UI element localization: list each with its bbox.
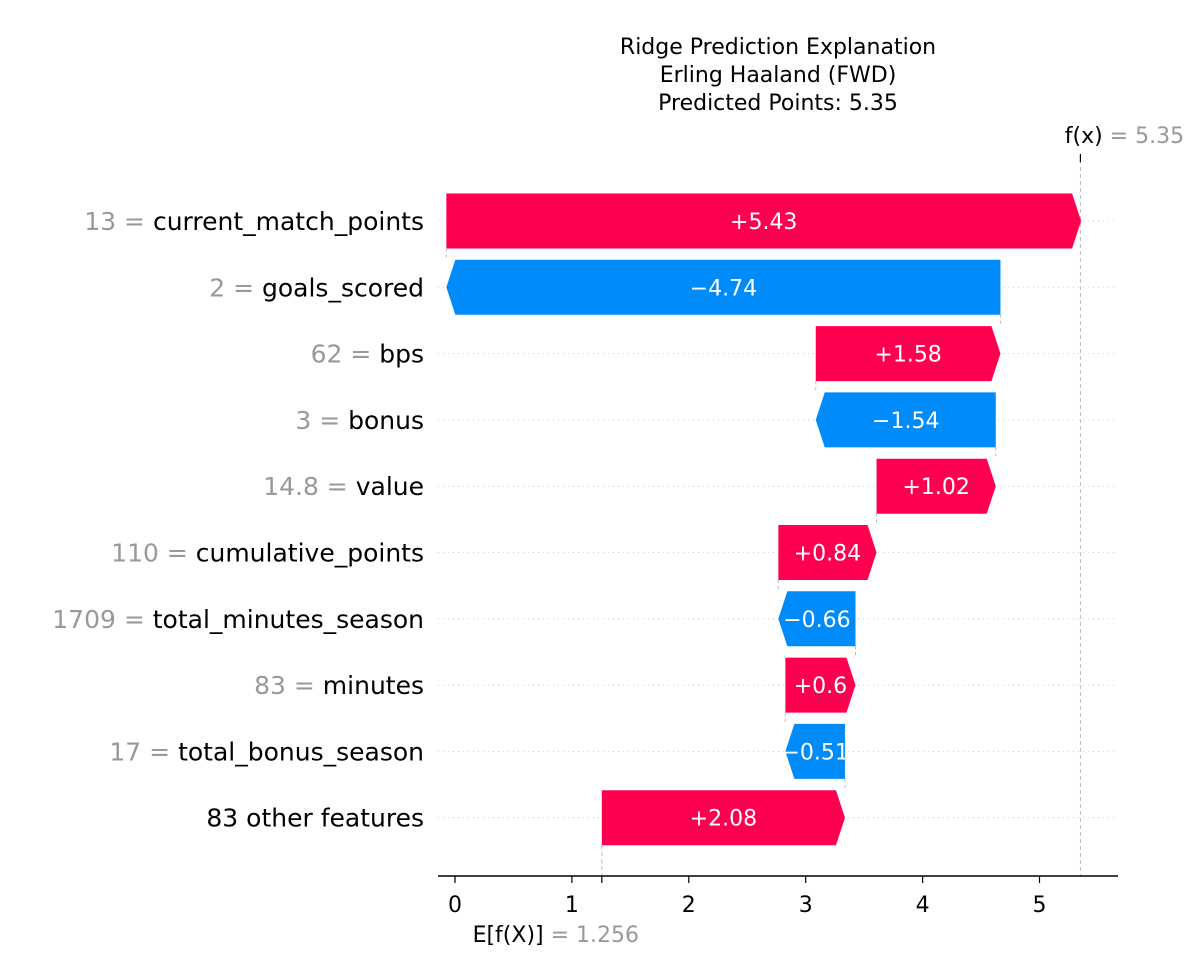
- annotations: E[f(X)] = 1.256 f(x) = 5.35: [473, 124, 1185, 948]
- x-tick-label: 5: [1033, 893, 1047, 918]
- feature-value: 110 =: [111, 539, 196, 568]
- bar-value-label: −1.54: [872, 409, 939, 434]
- feature-label: 2 = goals_scored: [209, 273, 424, 302]
- chart-title-line: Ridge Prediction Explanation: [620, 35, 936, 60]
- positive-bar: [785, 657, 856, 713]
- bar-value-label: −0.66: [783, 608, 850, 633]
- feature-labels: 13 = current_match_points 2 = goals_score…: [52, 207, 424, 833]
- chart-title-line: Erling Haaland (FWD): [660, 63, 897, 88]
- bar-value-label: +5.43: [730, 210, 797, 235]
- feature-name: value: [356, 472, 424, 501]
- feature-label: 1709 = total_minutes_season: [52, 605, 424, 634]
- bar-value-label: +2.08: [690, 807, 757, 832]
- bar-value-label: +0.6: [794, 674, 847, 699]
- bar-value-label: −0.51: [781, 740, 848, 765]
- base-value-text: = 1.256: [551, 923, 639, 948]
- feature-label: 3 = bonus: [295, 406, 424, 435]
- feature-value: 17 =: [109, 737, 178, 766]
- feature-name: bonus: [348, 406, 424, 435]
- bar-value-label: +0.84: [794, 542, 861, 567]
- output-value-label: f(x): [1065, 124, 1110, 149]
- feature-label: 83 other features: [206, 804, 424, 833]
- output-value-annotation: f(x) = 5.35: [1065, 124, 1184, 149]
- positive-bar: [815, 326, 1001, 382]
- feature-name: current_match_points: [153, 207, 424, 236]
- feature-value: 62 =: [311, 340, 380, 369]
- base-value-annotation: E[f(X)] = 1.256: [473, 923, 639, 948]
- positive-bar: [446, 193, 1082, 249]
- bar-value-label: −4.74: [690, 276, 757, 301]
- feature-name: bps: [379, 340, 424, 369]
- reference-lines: [445, 160, 1081, 876]
- feature-name: goals_scored: [262, 273, 424, 302]
- base-value-label: E[f(X)]: [473, 923, 551, 948]
- feature-label: 14.8 = value: [263, 472, 424, 501]
- feature-label: 62 = bps: [311, 340, 424, 369]
- output-value-text: = 5.35: [1110, 124, 1184, 149]
- chart-title: Ridge Prediction Explanation Erling Haala…: [620, 35, 936, 116]
- x-tick-label: 2: [682, 893, 696, 918]
- feature-label: 83 = minutes: [254, 671, 424, 700]
- positive-bar: [601, 790, 845, 846]
- feature-name: total_bonus_season: [178, 737, 424, 766]
- negative-bar: [778, 591, 856, 647]
- feature-name: minutes: [323, 671, 424, 700]
- bars: +5.43 −4.74 +1.58 −1.54 +1.02 +0.84 −0.66 +0.6 −…: [446, 193, 1082, 846]
- x-tick-label: 0: [448, 893, 462, 918]
- feature-label: 17 = total_bonus_season: [109, 737, 424, 766]
- negative-bar: [446, 259, 1001, 315]
- feature-name: 83 other features: [206, 804, 424, 833]
- positive-bar: [778, 525, 877, 580]
- feature-value: 3 =: [295, 406, 348, 435]
- x-axis: 0 1 2 3 4 5: [438, 875, 1118, 918]
- positive-bar: [876, 458, 996, 514]
- feature-value: 2 =: [209, 273, 262, 302]
- feature-name: total_minutes_season: [153, 605, 424, 634]
- negative-bar: [815, 392, 996, 448]
- feature-value: 83 =: [254, 671, 323, 700]
- chart-title-line: Predicted Points: 5.35: [658, 91, 898, 116]
- feature-value: 14.8 =: [263, 472, 356, 501]
- feature-name: cumulative_points: [196, 539, 424, 568]
- negative-bar: [785, 723, 845, 779]
- feature-label: 110 = cumulative_points: [111, 539, 424, 568]
- feature-value: 1709 =: [52, 605, 152, 634]
- feature-value: 13 =: [84, 207, 153, 236]
- x-tick-label: 3: [799, 893, 813, 918]
- feature-label: 13 = current_match_points: [84, 207, 424, 236]
- bar-value-label: +1.58: [874, 343, 941, 368]
- x-tick-label: 1: [565, 893, 579, 918]
- bar-value-label: +1.02: [902, 475, 969, 500]
- x-tick-label: 4: [916, 893, 930, 918]
